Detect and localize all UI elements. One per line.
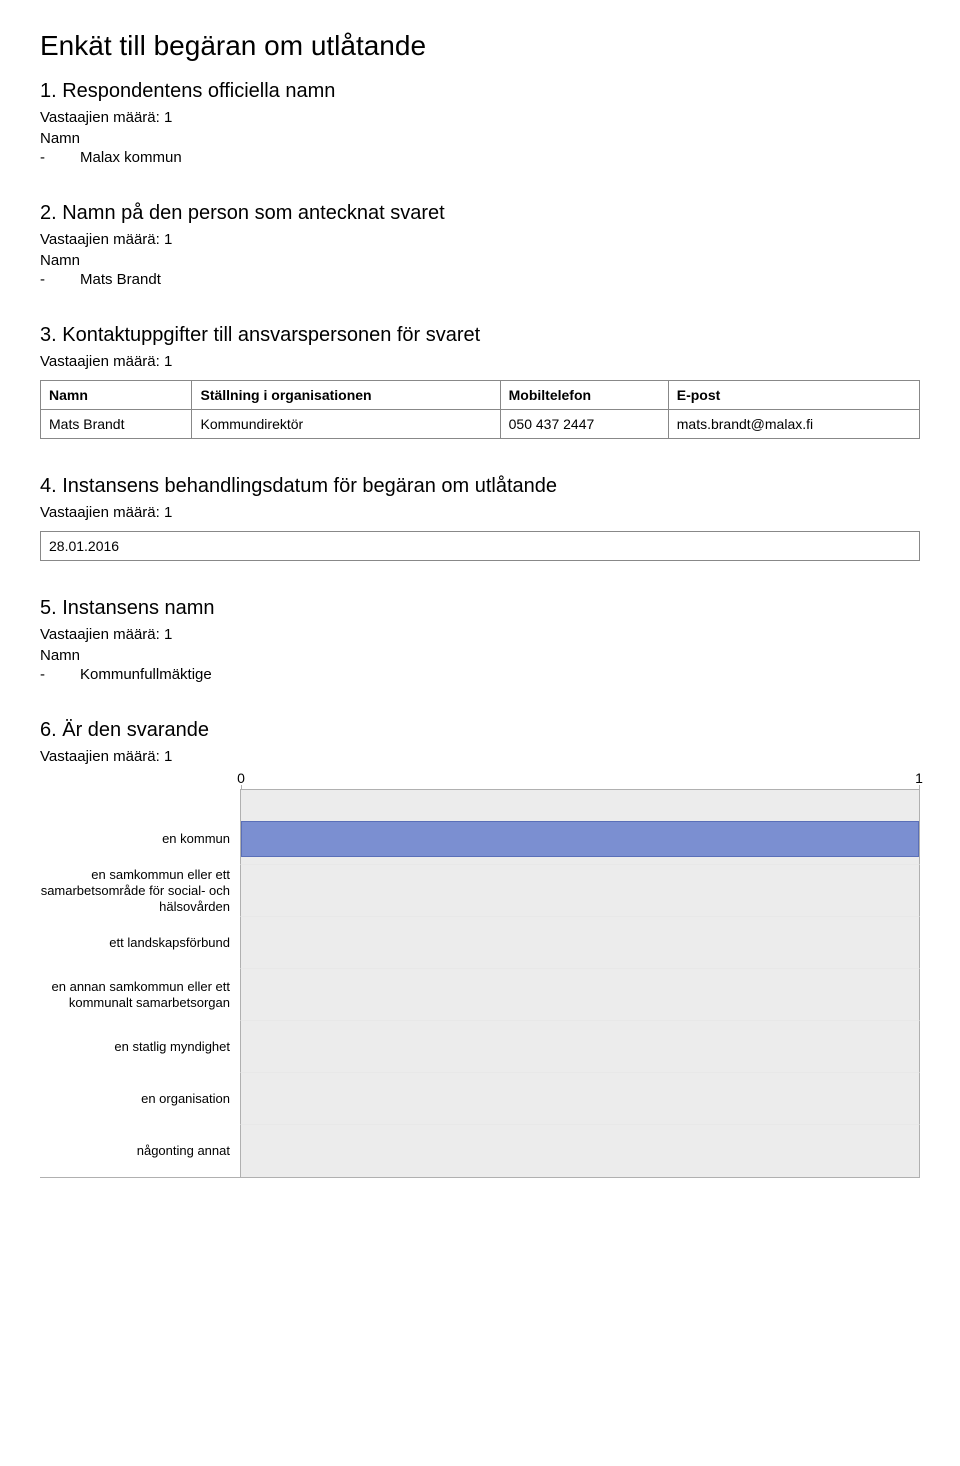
table-header-row: Namn Ställning i organisationen Mobiltel… [41, 381, 920, 410]
chart-bar-row: någonting annat [40, 1125, 920, 1177]
q4-heading: 4. Instansens behandlingsdatum för begär… [40, 475, 920, 498]
q5-namn-label: Namn [40, 647, 920, 664]
axis-tick-mark [241, 785, 242, 790]
chart-bar-row: en samkommun eller ett samarbetsområde f… [40, 865, 920, 917]
dash-icon: - [40, 149, 80, 166]
q2-count: Vastaajien määrä: 1 [40, 231, 920, 248]
chart-bar-row: ett landskapsförbund [40, 917, 920, 969]
section-q4: 4. Instansens behandlingsdatum för begär… [40, 475, 920, 561]
q5-heading: 5. Instansens namn [40, 597, 920, 620]
section-q3: 3. Kontaktuppgifter till ansvarspersonen… [40, 324, 920, 439]
q5-value: Kommunfullmäktige [80, 666, 212, 683]
axis-tick-label: 0 [237, 770, 245, 786]
bar-track [240, 1021, 920, 1073]
table-row: 28.01.2016 [41, 532, 920, 561]
cell-epost: mats.brandt@malax.fi [668, 410, 919, 439]
section-q6: 6. Är den svarande Vastaajien määrä: 1 0… [40, 719, 920, 1178]
q1-value-row: - Malax kommun [40, 149, 920, 166]
q1-count: Vastaajien määrä: 1 [40, 109, 920, 126]
col-epost: E-post [668, 381, 919, 410]
bar-track [240, 917, 920, 969]
axis-tick-mark [919, 785, 920, 790]
cell-namn: Mats Brandt [41, 410, 192, 439]
q1-heading: 1. Respondentens officiella namn [40, 80, 920, 103]
chart-bar-row: en organisation [40, 1073, 920, 1125]
q6-heading: 6. Är den svarande [40, 719, 920, 742]
q4-table: 28.01.2016 [40, 531, 920, 561]
section-q2: 2. Namn på den person som antecknat svar… [40, 202, 920, 288]
bar-label: en samkommun eller ett samarbetsområde f… [40, 867, 240, 916]
q5-count: Vastaajien määrä: 1 [40, 626, 920, 643]
section-q1: 1. Respondentens officiella namn Vastaaj… [40, 80, 920, 166]
q6-count: Vastaajien määrä: 1 [40, 748, 920, 765]
q1-value: Malax kommun [80, 149, 182, 166]
col-stallning: Ställning i organisationen [192, 381, 500, 410]
q2-value-row: - Mats Brandt [40, 271, 920, 288]
bar-track [240, 813, 920, 865]
q2-value: Mats Brandt [80, 271, 161, 288]
bar-track [240, 1073, 920, 1125]
cell-stallning: Kommundirektör [192, 410, 500, 439]
chart-bar-row: en statlig myndighet [40, 1021, 920, 1073]
chart-axis: 01 [240, 789, 920, 813]
q4-count: Vastaajien määrä: 1 [40, 504, 920, 521]
q1-namn-label: Namn [40, 130, 920, 147]
dash-icon: - [40, 666, 80, 683]
bar-label: ett landskapsförbund [40, 935, 240, 951]
bar-label: en organisation [40, 1091, 240, 1107]
bar-track [240, 969, 920, 1021]
col-mobil: Mobiltelefon [500, 381, 668, 410]
q3-heading: 3. Kontaktuppgifter till ansvarspersonen… [40, 324, 920, 347]
q6-chart: 01 en kommun en samkommun eller ett samarb… [40, 789, 920, 1178]
chart-bar-row: en kommun [40, 813, 920, 865]
cell-mobil: 050 437 2447 [500, 410, 668, 439]
bar-label: någonting annat [40, 1143, 240, 1159]
bar-label: en statlig myndighet [40, 1039, 240, 1055]
dash-icon: - [40, 271, 80, 288]
table-row: Mats Brandt Kommundirektör 050 437 2447 … [41, 410, 920, 439]
bar-track [240, 1125, 920, 1177]
q3-table: Namn Ställning i organisationen Mobiltel… [40, 380, 920, 439]
q2-namn-label: Namn [40, 252, 920, 269]
bar-label: en annan samkommun eller ett kommunalt s… [40, 979, 240, 1012]
q2-heading: 2. Namn på den person som antecknat svar… [40, 202, 920, 225]
chart-bar-row: en annan samkommun eller ett kommunalt s… [40, 969, 920, 1021]
axis-tick-label: 1 [915, 770, 923, 786]
bar-track [240, 865, 920, 917]
q3-count: Vastaajien määrä: 1 [40, 353, 920, 370]
q5-value-row: - Kommunfullmäktige [40, 666, 920, 683]
page-title: Enkät till begäran om utlåtande [40, 30, 920, 62]
section-q5: 5. Instansens namn Vastaajien määrä: 1 N… [40, 597, 920, 683]
col-namn: Namn [41, 381, 192, 410]
q4-value: 28.01.2016 [41, 532, 920, 561]
bar-label: en kommun [40, 831, 240, 847]
bar-fill [241, 821, 919, 857]
